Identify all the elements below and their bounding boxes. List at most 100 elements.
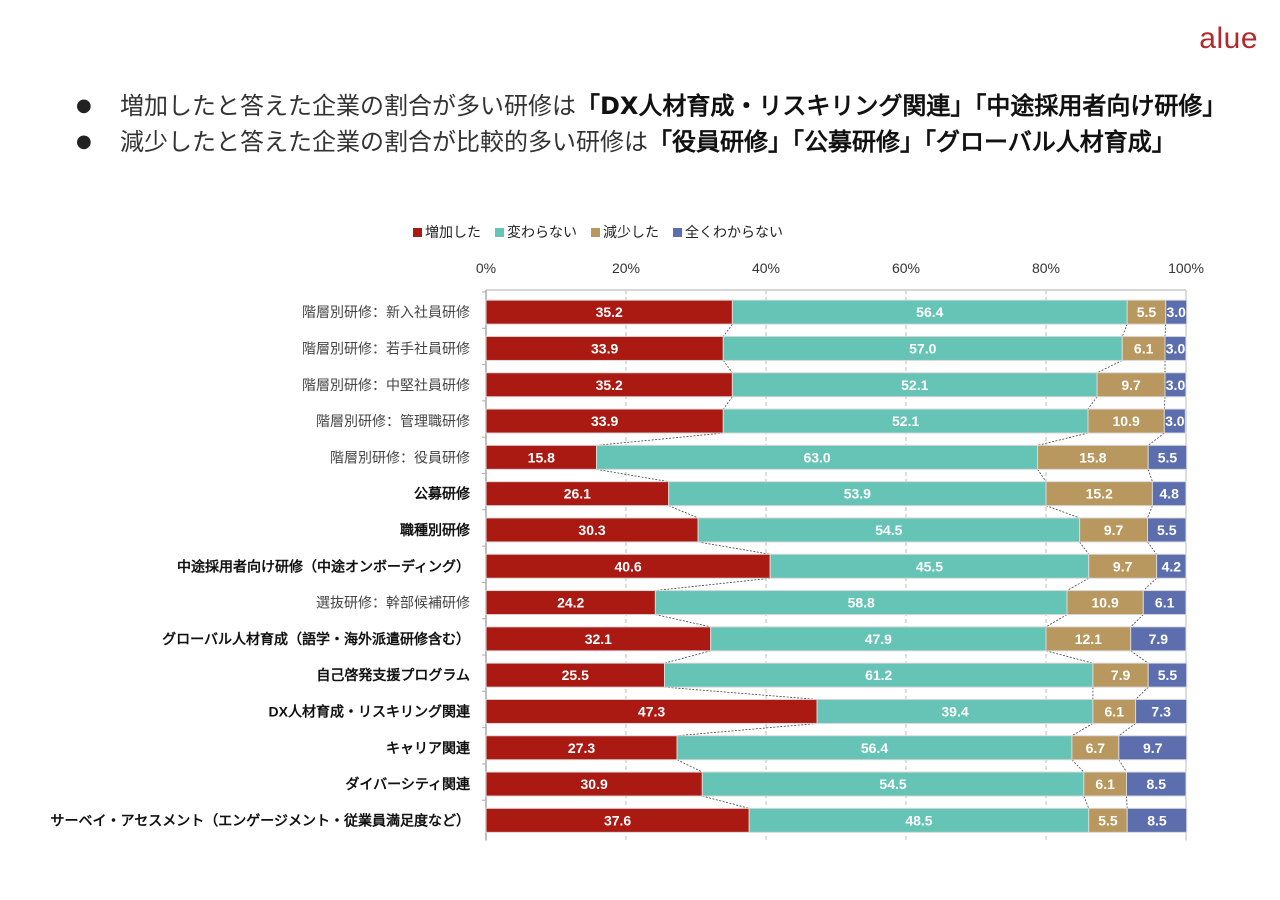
bar-segment — [1147, 662, 1188, 688]
bar-segment — [1121, 335, 1166, 361]
bar-segment — [1079, 517, 1148, 543]
category-label: サーベイ・アセスメント（エンゲージメント・従業員満足度など） — [51, 812, 470, 828]
bar-segment — [1165, 299, 1188, 325]
data-label: 3.0 — [1166, 377, 1186, 393]
bar-segment — [485, 335, 724, 361]
series-connector — [1147, 541, 1157, 555]
data-label: 9.7 — [1121, 377, 1141, 393]
series-connector — [655, 577, 771, 591]
category-label: 自己啓発支援プログラム — [316, 667, 470, 683]
data-label: 45.5 — [916, 558, 943, 574]
series-connector — [1164, 324, 1167, 337]
category-label: 階層別研修：新入社員研修 — [302, 304, 470, 320]
series-connector — [1118, 723, 1136, 737]
bar-segment — [485, 481, 670, 507]
bar-segment — [1163, 408, 1186, 434]
bar-segment — [485, 299, 733, 325]
bar-segment — [697, 517, 1081, 543]
data-label: 54.5 — [879, 776, 906, 792]
series-connector — [1071, 759, 1085, 773]
series-connector — [1126, 796, 1128, 809]
series-connector — [1121, 324, 1128, 337]
data-label: 57.0 — [909, 340, 936, 356]
x-tick-label: 40% — [752, 260, 780, 276]
legend-swatch-decrease — [591, 227, 600, 237]
data-label: 5.5 — [1098, 812, 1118, 828]
bar-segment — [1088, 807, 1128, 833]
bar-segment — [1130, 626, 1187, 652]
bullet-decrease: 減少したと答えた企業の割合が比較的多い研修は「役員研修」「公募研修」「グローバル… — [72, 124, 1252, 160]
data-label: 30.9 — [581, 776, 608, 792]
series-connector — [1135, 686, 1149, 700]
data-label: 3.0 — [1166, 304, 1186, 320]
data-label: 15.8 — [528, 449, 555, 465]
legend-item-unchanged: 変わらない — [495, 222, 577, 242]
series-connector — [1045, 505, 1080, 519]
category-label: 中途採用者向け研修（中途オンボーディング） — [177, 558, 470, 574]
data-label: 63.0 — [803, 449, 830, 465]
bullet-increase: 増加したと答えた企業の割合が多い研修は「DX人材育成・リスキリング関連」「中途採… — [72, 88, 1252, 124]
legend-item-decrease: 減少した — [591, 222, 659, 242]
series-connector — [1130, 614, 1144, 628]
bar-segment — [485, 444, 598, 470]
bar-segment — [485, 626, 712, 652]
bar-segment — [1156, 553, 1187, 579]
data-label: 8.5 — [1147, 812, 1167, 828]
category-label: 選抜研修：幹部候補研修 — [316, 595, 470, 611]
data-label: 5.5 — [1137, 304, 1157, 320]
data-label: 24.2 — [557, 595, 584, 611]
legend-label-decrease: 減少した — [603, 225, 659, 241]
series-connector — [664, 686, 818, 700]
data-label: 10.9 — [1113, 413, 1140, 429]
series-connector — [677, 723, 818, 737]
bar-segment — [1092, 698, 1137, 724]
bar-segment — [1164, 335, 1187, 361]
data-label: 26.1 — [564, 486, 591, 502]
data-label: 3.0 — [1165, 413, 1185, 429]
bar-segment — [1096, 372, 1166, 398]
data-label: 48.5 — [905, 812, 932, 828]
data-label: 4.8 — [1159, 486, 1179, 502]
bar-segment — [596, 444, 1039, 470]
series-connector — [664, 650, 711, 664]
bar-segment — [654, 590, 1068, 616]
data-label: 6.1 — [1105, 703, 1125, 719]
bullet-decrease-text: 減少したと答えた企業の割合が比較的多い研修は — [120, 128, 648, 156]
data-label: 54.5 — [875, 522, 902, 538]
bar-segment — [485, 662, 665, 688]
series-connector — [1037, 432, 1089, 446]
data-label: 25.5 — [562, 667, 589, 683]
data-label: 35.2 — [596, 377, 623, 393]
data-label: 32.1 — [585, 631, 612, 647]
bar-segment — [485, 408, 724, 434]
category-label: 階層別研修：若手社員研修 — [302, 340, 470, 356]
legend-item-increase: 増加した — [413, 222, 481, 242]
series-connector — [722, 323, 733, 337]
data-label: 9.7 — [1143, 740, 1163, 756]
bar-segment — [769, 553, 1090, 579]
data-label: 61.2 — [865, 667, 892, 683]
bar-segment — [676, 735, 1073, 761]
series-connector — [1037, 469, 1047, 482]
chart-legend: 増加した 変わらない 減少した 全くわからない — [413, 222, 783, 242]
series-connector — [1071, 723, 1094, 737]
bar-segment — [485, 807, 750, 833]
x-tick-label: 60% — [892, 260, 920, 276]
bar-segment — [664, 662, 1094, 688]
series-connector — [596, 432, 724, 446]
legend-item-unknown: 全くわからない — [673, 222, 783, 242]
category-label: DX人材育成・リスキリング関連 — [269, 703, 471, 719]
data-label: 53.9 — [844, 486, 871, 502]
x-tick-label: 80% — [1032, 260, 1060, 276]
data-label: 3.0 — [1166, 340, 1186, 356]
x-tick-label: 100% — [1168, 260, 1204, 276]
series-connector — [1143, 577, 1157, 591]
series-connector — [596, 468, 669, 483]
data-label: 56.4 — [861, 740, 888, 756]
category-label: 公募研修 — [414, 486, 471, 502]
series-connector — [655, 614, 711, 628]
bar-segment — [701, 771, 1085, 797]
bar-segment — [1088, 553, 1158, 579]
series-connector — [722, 396, 733, 410]
data-label: 33.9 — [591, 413, 618, 429]
